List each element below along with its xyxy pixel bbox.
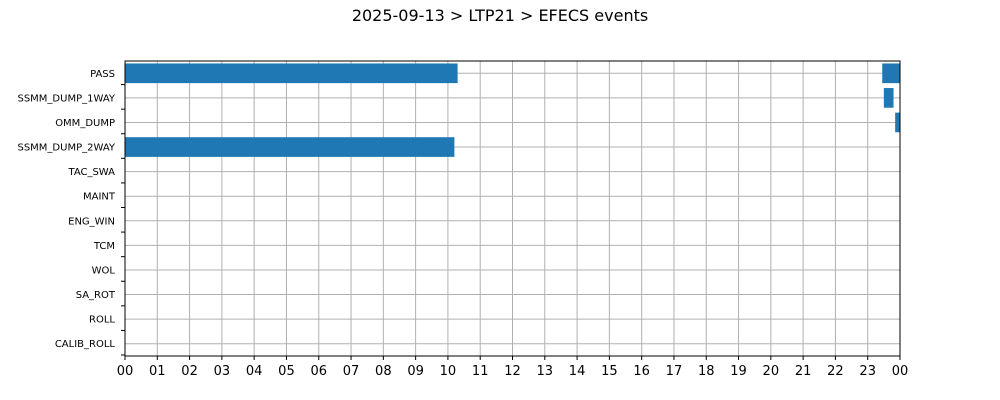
x-tick-label: 12 [504, 364, 521, 379]
y-axis: PASS SSMM_DUMP_1WAY OMM_DUMP SSMM_DUMP_2WAY… [17, 69, 125, 356]
x-tick-label: 21 [795, 364, 812, 379]
x-tick-label: 20 [763, 364, 780, 379]
x-tick-label: 04 [246, 364, 263, 379]
x-tick-label: 16 [633, 364, 650, 379]
x-tick-label: 02 [181, 364, 198, 379]
x-tick-label: 00 [117, 364, 134, 379]
x-tick-label: 10 [440, 364, 457, 379]
y-tick-label: SSMM_DUMP_1WAY [17, 93, 115, 104]
y-tick-label: SSMM_DUMP_2WAY [17, 143, 115, 154]
grid-lines [124, 61, 901, 356]
x-tick-label: 07 [343, 364, 360, 379]
event-bar [895, 112, 900, 133]
x-tick-label: 06 [310, 364, 327, 379]
x-tick-label: 05 [278, 364, 295, 379]
event-bar [125, 63, 458, 84]
x-tick-label: 22 [827, 364, 844, 379]
y-tick-label: CALIB_ROLL [55, 339, 116, 350]
x-tick-label: 14 [569, 364, 586, 379]
x-tick-label: 00 [892, 364, 909, 379]
y-tick-label: ROLL [89, 315, 115, 326]
chart-title: 2025-09-13 > LTP21 > EFECS events [351, 6, 649, 25]
x-tick-label: 03 [214, 364, 231, 379]
y-tick-label: TAC_SWA [67, 167, 115, 178]
x-tick-label: 17 [666, 364, 683, 379]
x-tick-label: 01 [149, 364, 166, 379]
y-tick-label: PASS [90, 69, 115, 80]
event-bar [125, 137, 455, 157]
event-bar [882, 63, 900, 84]
y-tick-label: TCM [93, 241, 115, 252]
y-tick-label: OMM_DUMP [55, 118, 115, 129]
x-tick-label: 08 [375, 364, 392, 379]
x-tick-label: 18 [698, 364, 715, 379]
x-tick-label: 23 [859, 364, 876, 379]
y-tick-label: ENG_WIN [68, 216, 115, 227]
x-tick-label: 09 [407, 364, 424, 379]
event-bar [883, 88, 894, 108]
x-tick-label: 11 [472, 364, 489, 379]
x-tick-label: 15 [601, 364, 618, 379]
x-tick-label: 13 [537, 364, 554, 379]
x-axis: 00 01 02 03 04 05 06 07 08 09 10 11 12 13 14 15 16 17 18 19… [117, 356, 909, 379]
event-bars [125, 63, 900, 157]
y-tick-label: MAINT [83, 192, 116, 203]
y-tick-label: WOL [92, 265, 116, 276]
x-tick-label: 19 [730, 364, 747, 379]
y-tick-label: SA_ROT [76, 290, 116, 301]
